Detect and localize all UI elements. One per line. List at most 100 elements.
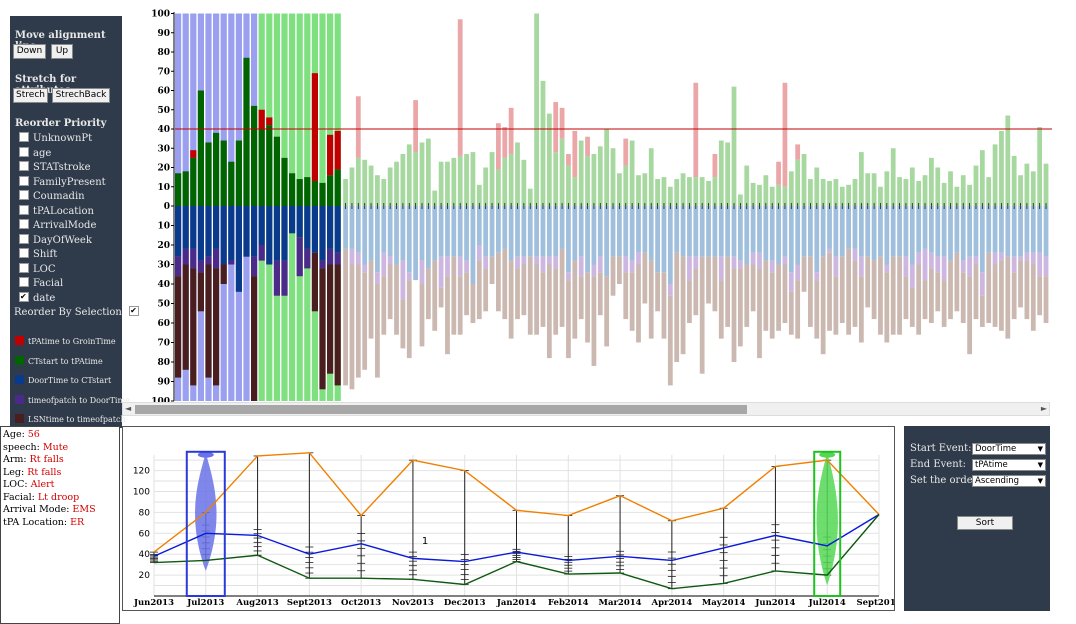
bar	[718, 140, 724, 339]
bar-seg-green	[413, 152, 419, 206]
bar-seg-blue	[296, 206, 303, 238]
patient-attr-key: Leg:	[3, 466, 25, 478]
reorder-by-selection-row[interactable]: Reorder By Selection	[14, 304, 143, 319]
start-event-select[interactable]: DoorTime ▼	[972, 443, 1046, 455]
bar-seg-blue	[220, 206, 227, 265]
bar	[680, 173, 686, 355]
bar-seg-purple	[578, 256, 584, 277]
attribute-row-2[interactable]: STATstroke	[19, 161, 91, 174]
bar-seg-green	[559, 138, 565, 206]
bar-seg-green	[425, 138, 431, 206]
attribute-checkbox[interactable]	[19, 262, 29, 273]
bar-seg-brown	[546, 264, 552, 359]
bar-seg-brown	[1018, 260, 1023, 308]
attribute-checkbox[interactable]	[19, 233, 29, 244]
bar-seg-brown	[623, 272, 629, 320]
bar-seg-blue	[304, 206, 311, 249]
bar-seg-blue	[387, 206, 393, 257]
attribute-row-4[interactable]: Coumadin	[19, 190, 85, 203]
bar-seg-green	[858, 152, 864, 206]
bar-seg-purple	[967, 256, 972, 277]
bar	[496, 123, 501, 312]
series-line-min	[153, 514, 880, 590]
bar-seg-brown	[992, 264, 998, 327]
bar	[801, 154, 807, 292]
stretch-button[interactable]: Strech	[13, 88, 48, 103]
scroll-left-arrow-icon[interactable]: ◄	[125, 404, 132, 413]
bar-seg-brown	[967, 276, 972, 355]
bar-seg-blue	[693, 206, 699, 257]
bar	[827, 180, 832, 331]
attribute-row-8[interactable]: Shift	[19, 248, 57, 261]
bar	[629, 140, 635, 331]
bar-bg-upper	[334, 13, 341, 206]
bar-seg-blue	[750, 206, 756, 253]
chevron-down-icon: ▼	[1037, 445, 1043, 453]
end-event-select[interactable]: tPAtime ▼	[972, 459, 1046, 471]
attribute-row-7[interactable]: DayOfWeek	[19, 233, 92, 247]
bar-seg-purple	[750, 252, 756, 265]
bar	[521, 159, 527, 316]
up-button[interactable]: Up	[51, 44, 73, 59]
attribute-row-3[interactable]: FamilyPresent	[19, 175, 106, 189]
stretchback-button[interactable]: StrechBack	[52, 88, 110, 103]
attribute-checkbox[interactable]	[19, 190, 29, 200]
down-button[interactable]: Down	[13, 44, 46, 59]
reorder-by-selection-checkbox[interactable]	[129, 304, 140, 317]
bar-seg-green	[546, 113, 552, 206]
bar-seg-green	[432, 190, 438, 206]
attribute-row-11[interactable]: date	[19, 290, 55, 305]
attribute-checkbox[interactable]	[19, 277, 29, 287]
bar-seg-green	[175, 173, 182, 206]
attribute-checkbox[interactable]	[19, 204, 29, 215]
bar-seg-blue	[636, 206, 641, 253]
attribute-checkbox[interactable]	[19, 175, 29, 186]
bar	[922, 175, 928, 320]
bar-seg-blue	[355, 206, 361, 253]
attribute-checkbox[interactable]	[19, 248, 29, 258]
order-select[interactable]: Ascending ▼	[972, 475, 1046, 487]
attribute-row-9[interactable]: LOC	[19, 262, 56, 276]
bar-seg-blue	[1005, 206, 1011, 257]
bar-seg-green	[1011, 155, 1017, 206]
bar-seg-red	[782, 82, 788, 187]
bar	[343, 179, 348, 386]
bar-seg-brown	[929, 268, 934, 323]
bar-seg-blue	[483, 206, 489, 257]
attribute-label: LOC	[33, 263, 56, 275]
attribute-checkbox[interactable]	[19, 161, 29, 171]
attribute-row-0[interactable]: UnknownPt	[19, 132, 92, 145]
x-tick-label: May2014	[702, 598, 746, 608]
attribute-checkbox[interactable]	[19, 132, 29, 142]
bar-seg-brown	[1011, 272, 1017, 320]
scroll-right-arrow-icon[interactable]: ►	[1040, 404, 1047, 413]
attribute-row-10[interactable]: Facial	[19, 277, 63, 290]
bar	[349, 167, 355, 390]
bar	[655, 179, 660, 312]
attribute-row-5[interactable]: tPALocation	[19, 204, 94, 218]
bar	[967, 184, 972, 355]
horizontal-scrollbar[interactable]: ◄ ►	[122, 402, 1050, 416]
bar-seg-blue	[476, 206, 482, 245]
sort-button[interactable]: Sort	[957, 516, 1013, 530]
bar-seg-blue	[470, 206, 476, 284]
legend-item: DoorTime to CTstart	[15, 375, 111, 385]
bar-seg-blue	[833, 206, 839, 257]
scroll-thumb[interactable]	[135, 405, 747, 414]
bar-seg-green	[629, 140, 635, 206]
bar	[769, 186, 775, 339]
attribute-checkbox[interactable]	[19, 290, 29, 303]
bar-seg-blue	[464, 206, 469, 261]
y-tick-label: 100	[133, 488, 150, 498]
attribute-row-6[interactable]: ArrivalMode	[19, 219, 96, 232]
bar-seg-brown	[425, 268, 431, 320]
bar-seg-purple	[1043, 256, 1049, 277]
bar-seg-green	[362, 159, 368, 206]
attribute-row-1[interactable]: age	[19, 146, 51, 160]
selected-bar	[311, 13, 318, 401]
attribute-checkbox[interactable]	[19, 219, 29, 229]
bar-seg-blue	[814, 206, 820, 273]
attribute-checkbox[interactable]	[19, 146, 29, 157]
bar	[699, 177, 705, 374]
bar-seg-brown	[655, 272, 660, 312]
